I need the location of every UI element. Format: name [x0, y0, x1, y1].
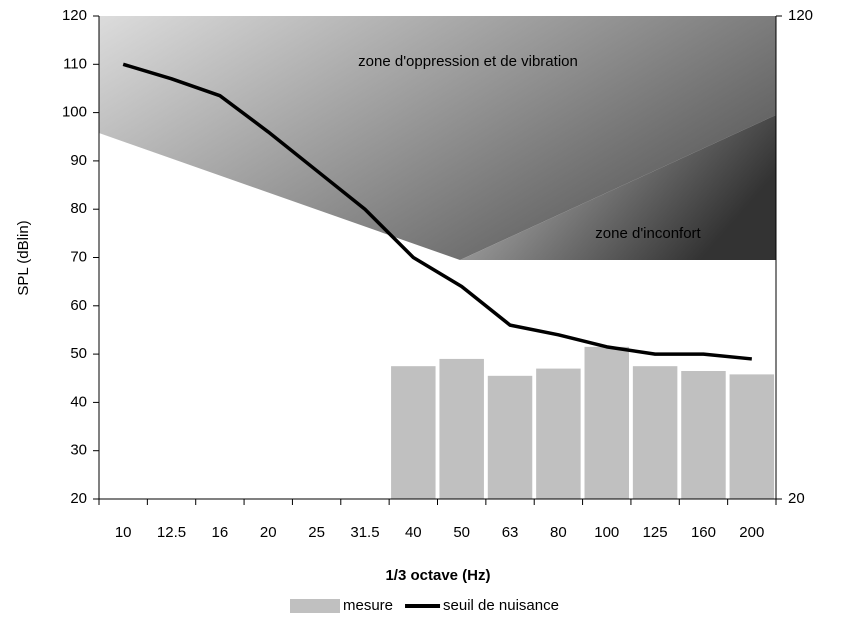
y-tick-label: 80 [70, 200, 87, 217]
y-tick-label: 90 [70, 152, 87, 169]
zone-label: zone d'oppression et de vibration [358, 53, 578, 70]
x-tick-label: 16 [212, 524, 229, 541]
x-tick-label: 80 [550, 524, 567, 541]
zone-oppression [99, 16, 776, 260]
y-tick-label: 30 [70, 442, 87, 459]
x-tick-label: 12.5 [157, 524, 186, 541]
bar [729, 374, 775, 499]
bar [584, 346, 629, 499]
legend-swatch [290, 599, 340, 613]
x-tick-label: 31.5 [350, 524, 379, 541]
x-tick-label: 100 [594, 524, 619, 541]
bar [536, 368, 581, 499]
y2-tick-label: 120 [788, 7, 813, 24]
y-tick-label: 60 [70, 297, 87, 314]
y-tick-label: 20 [70, 490, 87, 507]
y-tick-label: 40 [70, 393, 87, 410]
x-tick-label: 125 [643, 524, 668, 541]
legend-label: seuil de nuisance [443, 597, 559, 614]
x-tick-label: 10 [115, 524, 132, 541]
x-tick-label: 20 [260, 524, 277, 541]
legend-label: mesure [343, 597, 393, 614]
bar [632, 366, 678, 499]
y-axis-label: SPL (dBlin) [15, 220, 32, 295]
bar [391, 366, 436, 499]
x-tick-label: 63 [502, 524, 519, 541]
line [122, 62, 752, 361]
y-tick-label: 100 [62, 104, 87, 121]
bar [439, 358, 484, 499]
y-tick-label: 70 [70, 248, 87, 265]
x-tick-label: 40 [405, 524, 422, 541]
x-tick-label: 160 [691, 524, 716, 541]
x-axis-label: 1/3 octave (Hz) [385, 567, 490, 584]
y-tick-label: 110 [63, 55, 87, 72]
x-tick-label: 50 [453, 524, 470, 541]
y-tick-label: 120 [62, 7, 87, 24]
zone-label: zone d'inconfort [595, 225, 701, 242]
x-tick-label: 25 [308, 524, 325, 541]
zone-inconfort [460, 115, 776, 260]
bar [681, 371, 726, 499]
x-tick-label: 200 [739, 524, 764, 541]
bar [487, 375, 533, 499]
y2-tick-label: 20 [788, 490, 805, 507]
y-tick-label: 50 [70, 345, 87, 362]
